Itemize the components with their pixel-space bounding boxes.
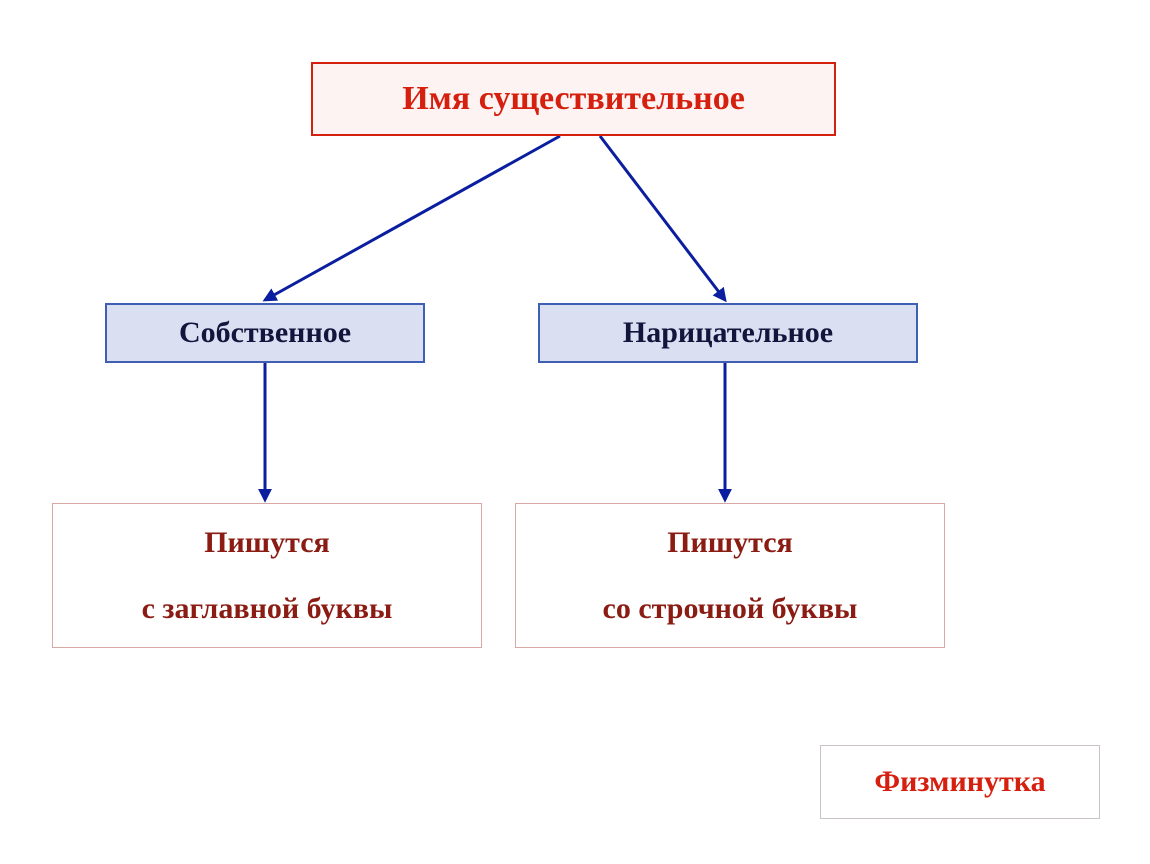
leaf-line1: Пишутся — [142, 510, 393, 576]
leaf-node-proper: Пишутсяс заглавной буквы — [52, 503, 482, 648]
root-label: Имя существительное — [402, 80, 745, 118]
leaf-node-common: Пишутсясо строчной буквы — [515, 503, 945, 648]
category-node-common: Нарицательное — [538, 303, 918, 363]
physminute-label: Физминутка — [874, 765, 1045, 799]
edge-arrow — [600, 136, 725, 300]
leaf-line1: Пишутся — [603, 510, 858, 576]
leaf-line2: с заглавной буквы — [142, 576, 393, 642]
category-node-proper: Собственное — [105, 303, 425, 363]
root-node: Имя существительное — [311, 62, 836, 136]
category-label: Нарицательное — [623, 316, 833, 350]
leaf-text: Пишутсяс заглавной буквы — [142, 510, 393, 642]
physminute-link[interactable]: Физминутка — [820, 745, 1100, 819]
leaf-line2: со строчной буквы — [603, 576, 858, 642]
leaf-text: Пишутсясо строчной буквы — [603, 510, 858, 642]
edge-arrow — [265, 136, 560, 300]
category-label: Собственное — [179, 316, 351, 350]
